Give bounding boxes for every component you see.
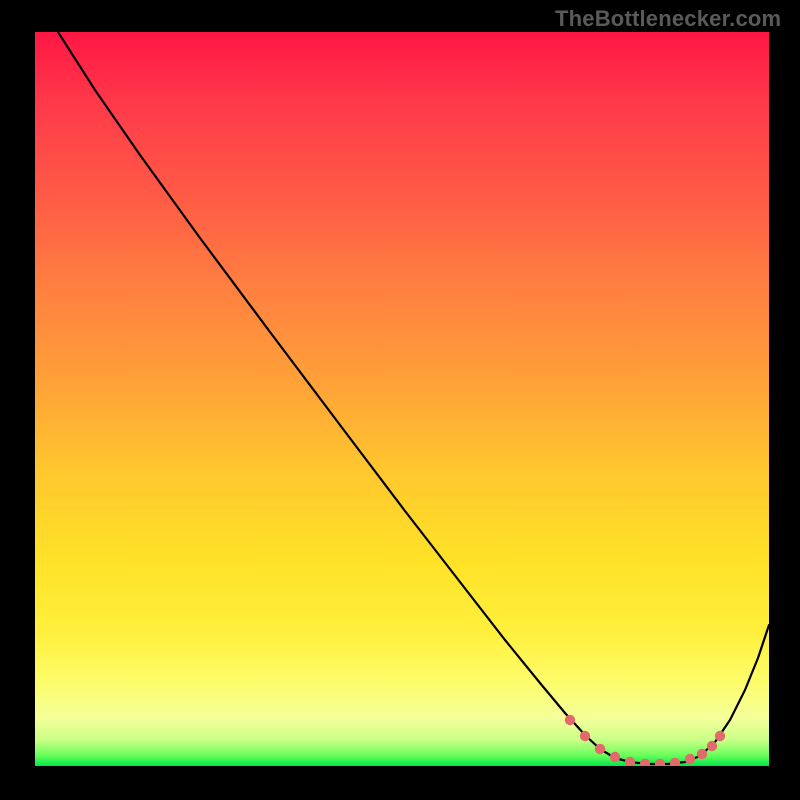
chart-root: TheBottlenecker.com xyxy=(0,0,800,800)
marker-dot xyxy=(565,715,575,725)
plot-background xyxy=(35,32,769,766)
marker-dot xyxy=(707,741,717,751)
frame-bar xyxy=(0,766,800,800)
frame-bar xyxy=(769,0,800,800)
marker-dot xyxy=(595,744,605,754)
frame-bar xyxy=(0,0,35,800)
marker-dot xyxy=(697,749,707,759)
marker-dot xyxy=(685,754,695,764)
watermark-text: TheBottlenecker.com xyxy=(555,6,781,32)
marker-dot xyxy=(610,752,620,762)
chart-svg xyxy=(0,0,800,800)
marker-dot xyxy=(580,731,590,741)
marker-dot xyxy=(715,731,725,741)
